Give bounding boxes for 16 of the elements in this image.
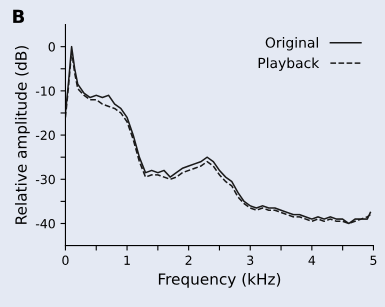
y-tick-label: -20 (36, 130, 55, 140)
y-tick-label: -10 (36, 86, 55, 96)
x-tick-label: 4 (308, 256, 316, 265)
x-tick-label: 3 (247, 256, 254, 265)
y-tick-label: -30 (36, 174, 55, 184)
x-tick-label: 5 (370, 256, 376, 265)
legend-label: Original (266, 37, 318, 50)
x-tick-label: 2 (186, 256, 192, 265)
chart-title: B (13, 10, 24, 23)
x-tick-label: 0 (62, 256, 69, 265)
x-axis-title: Frequency (kHz) (158, 272, 280, 288)
y-tick-label: -40 (36, 218, 55, 228)
y-axis-title: Relative amplitude (dB) (14, 46, 30, 224)
legend-label: Playback (258, 57, 320, 71)
y-tick-label: 0 (48, 42, 55, 52)
x-tick-label: 1 (124, 256, 130, 265)
